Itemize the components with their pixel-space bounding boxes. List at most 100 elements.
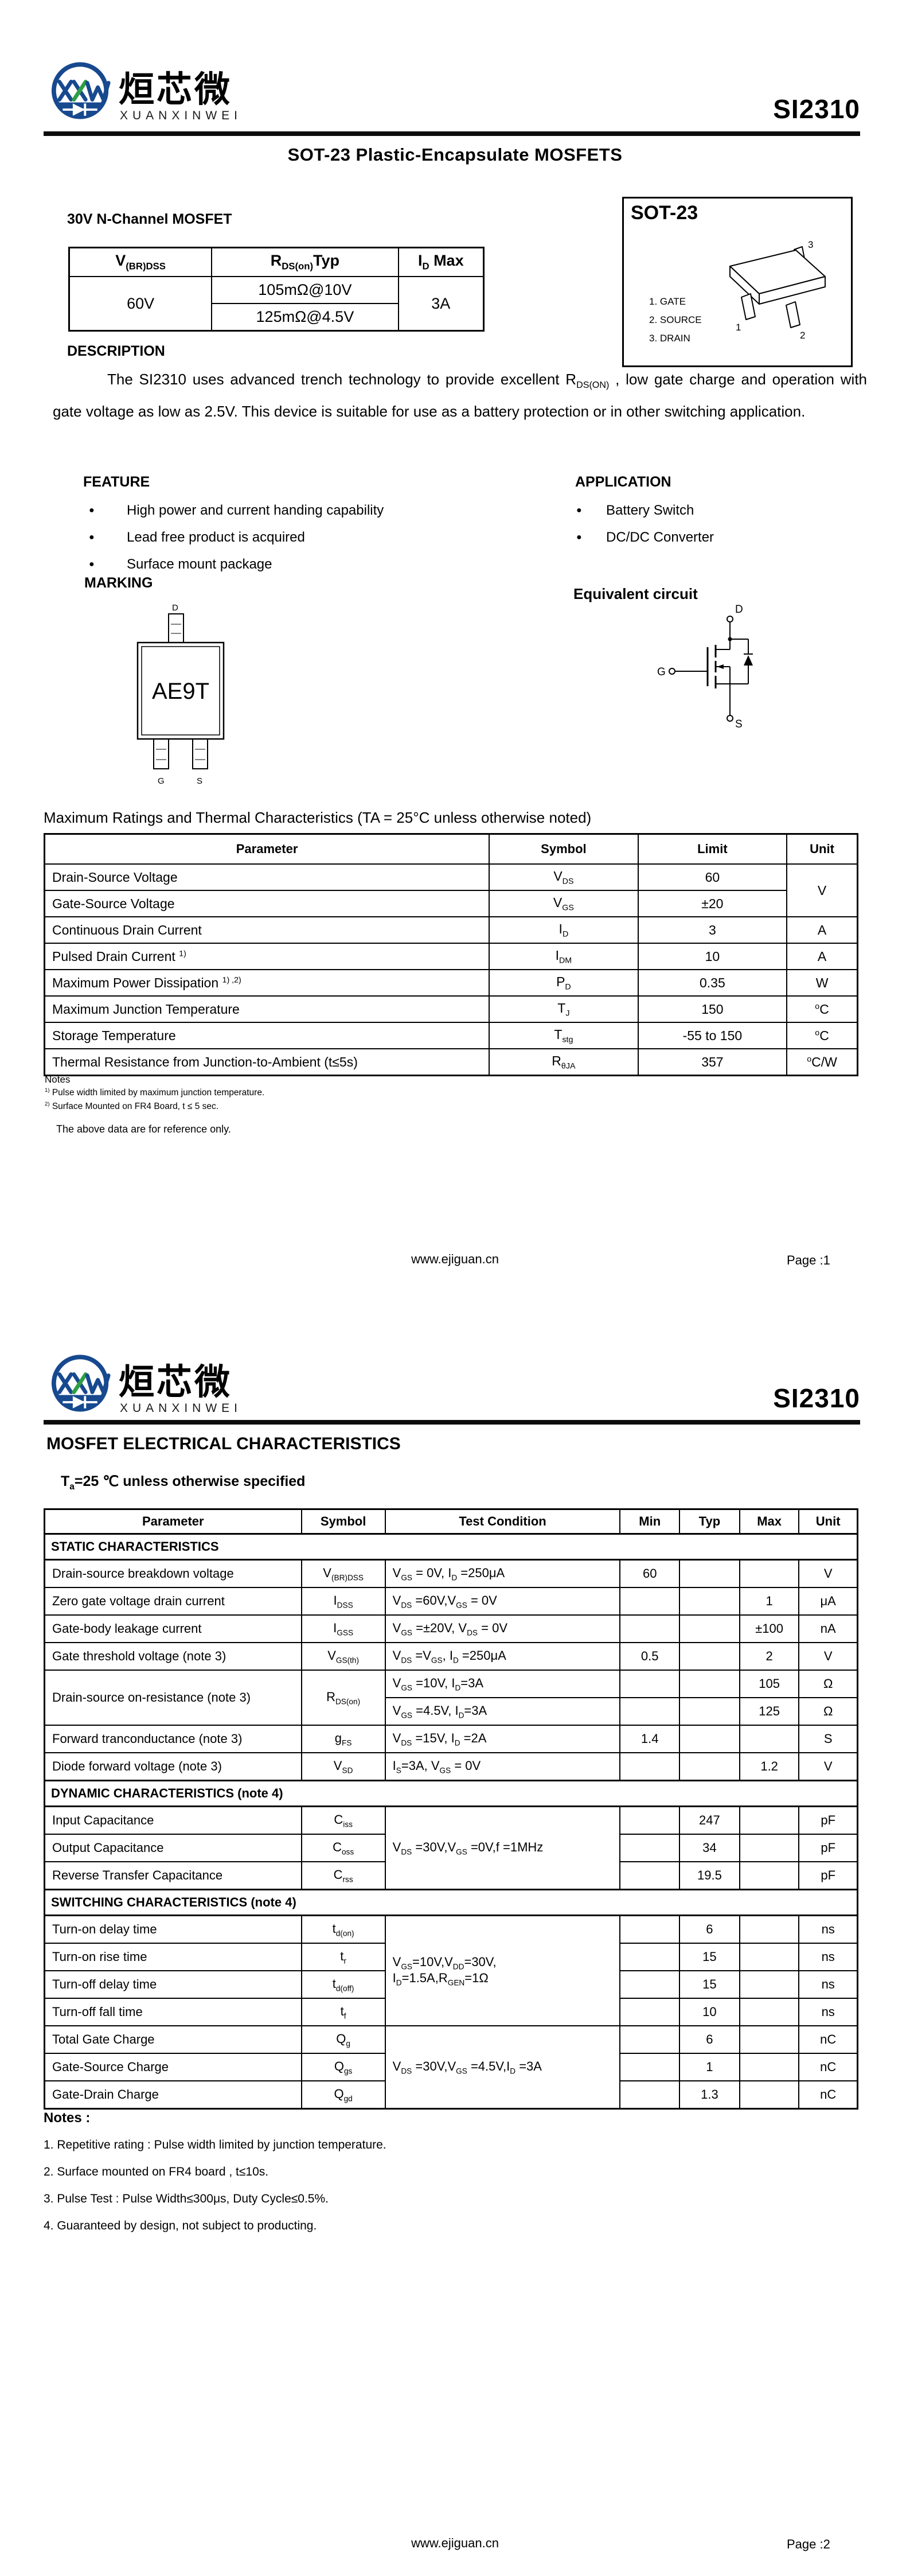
table-cell: 125mΩ@4.5V [211,303,399,332]
pin1-number: 1 [736,322,741,333]
table-cell: 34 [678,1834,740,1862]
table-cell [739,2080,800,2110]
marking-label-s: S [197,776,202,786]
table-cell: 10 [678,1998,740,2026]
marking-label-d: D [172,603,178,613]
table-cell: 125 [739,1697,800,1726]
sot23-package-drawing: 3 1 2 [729,239,826,341]
application-list: ● Battery Switch ● DC/DC Converter [576,497,834,551]
table-cell [678,1752,740,1781]
table-cell: 2 [739,1642,800,1671]
column-header: Unit [798,1508,858,1535]
column-header: Min [619,1508,680,1535]
table-cell: Tstg [489,1022,639,1049]
bullet-icon: ● [89,532,95,542]
table-cell: td(on) [300,1915,386,1944]
table-cell: 247 [678,1805,740,1835]
table-cell [678,1587,740,1616]
table-cell [619,2053,680,2081]
table-cell: 1.4 [619,1725,680,1753]
list-item-text: Battery Switch [606,502,694,518]
table-cell: Diode forward voltage (note 3) [44,1752,302,1781]
feature-heading: FEATURE [83,474,150,490]
table-cell: VGS=10V,VDD=30V, ID=1.5A,RGEN=1Ω [384,1915,621,2026]
electrical-characteristics-heading: MOSFET ELECTRICAL CHARACTERISTICS [46,1434,401,1453]
table-cell: 10 [637,943,788,970]
section-header-cell: DYNAMIC CHARACTERISTICS (note 4) [44,1780,858,1807]
table-cell: oC [786,1022,858,1049]
list-item-text: 2. Surface mounted on FR4 board , t≤10s. [44,2165,269,2178]
table-cell: Input Capacitance [44,1805,302,1835]
table-cell: Ω [798,1670,858,1698]
table-cell: Gate-Drain Charge [44,2080,302,2110]
label-gate: G [657,666,666,678]
table-cell [739,1998,800,2026]
marking-pin-s [192,738,208,769]
header-rule [44,131,860,136]
footer-url: www.ejiguan.cn [411,2536,499,2550]
table-cell [619,1970,680,1999]
table-cell [619,1670,680,1698]
max-ratings-title: Maximum Ratings and Thermal Characterist… [44,809,592,826]
table-cell: V [798,1752,858,1781]
table-cell: 105 [739,1670,800,1698]
column-header: Unit [786,833,858,865]
list-item-text: 4. Guaranteed by design, not subject to … [44,2219,317,2232]
equivalent-circuit-diagram: D G S [657,604,753,730]
pin-legend-drain: 3. DRAIN [649,333,690,344]
application-heading: APPLICATION [575,474,671,490]
table-cell: V [798,1559,858,1588]
company-name-cn: 烜芯微 [119,1363,233,1402]
package-outline-box: SOT-23 1. GATE 2. SOURCE 3. DRAIN 3 1 2 [622,197,853,367]
table-cell [678,1642,740,1671]
table-cell: Turn-off fall time [44,1998,302,2026]
list-item-text: 3. Pulse Test : Pulse Width≤300μs, Duty … [44,2192,329,2205]
table-cell [678,1670,740,1698]
table-cell: ns [798,1915,858,1944]
bullet-icon: ● [576,532,582,542]
notes-heading: Notes [45,1074,71,1085]
table-cell: gFS [300,1725,386,1753]
table-cell: Total Gate Charge [44,2025,302,2054]
part-number: SI2310 [773,1383,860,1413]
table-cell: ID [489,916,639,944]
table-cell: A [786,943,858,970]
table-cell [739,1725,800,1753]
table-cell: VGS =4.5V, ID=3A [384,1697,621,1726]
table-cell: Turn-on rise time [44,1943,302,1971]
notes-heading: Notes : [44,2110,91,2126]
table-cell: μA [798,1587,858,1616]
pin-legend: 1. GATE 2. SOURCE 3. DRAIN [649,296,702,351]
table-cell [619,1915,680,1944]
table-cell [739,1834,800,1862]
logo-icon [51,1355,111,1412]
column-header: Typ [678,1508,740,1535]
table-cell: 105mΩ@10V [211,276,399,304]
table-cell: Qg [300,2025,386,2054]
table-cell: Turn-off delay time [44,1970,302,1999]
table-cell: nC [798,2080,858,2110]
notes-list: 1. Repetitive rating : Pulse width limit… [44,2131,674,2239]
column-header: Limit [637,833,788,865]
table-cell: W [786,969,858,997]
table-cell [739,1805,800,1835]
company-name-en: XUANXINWEI [120,109,243,122]
table-cell: IS=3A, VGS = 0V [384,1752,621,1781]
table-cell: RDS(on) [300,1670,386,1726]
table-cell: S [798,1725,858,1753]
marking-heading: MARKING [84,575,153,591]
spec-table: V(BR)DSS RDS(on)Typ ID Max 60V 105mΩ@10V 3A 12… [68,247,485,332]
table-cell: 6 [678,1915,740,1944]
table-cell: ns [798,1943,858,1971]
table-cell: Turn-on delay time [44,1915,302,1944]
reference-footnote: The above data are for reference only. [56,1123,231,1135]
table-cell: Drain-source on-resistance (note 3) [44,1670,302,1726]
pin1-lead [741,293,756,320]
list-item: ● DC/DC Converter [576,524,834,551]
column-header: Test Condition [384,1508,621,1535]
body-diode-icon [744,655,753,666]
table-cell: 19.5 [678,1861,740,1890]
mosfet-arrow-icon [717,664,724,669]
table-cell: Reverse Transfer Capacitance [44,1861,302,1890]
